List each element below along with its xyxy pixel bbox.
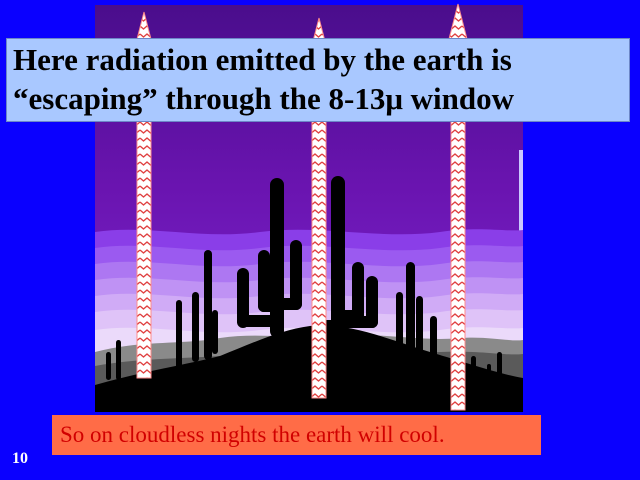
title-box: Here radiation emitted by the earth is “… <box>6 38 630 122</box>
slide-number: 10 <box>12 450 28 467</box>
caption-box: So on cloudless nights the earth will co… <box>52 415 541 455</box>
saguaro-cactus-silhouettes <box>95 176 523 412</box>
title-line-1: Here radiation emitted by the earth is <box>13 42 512 77</box>
title-line-2: “escaping” through the 8-13μ window <box>13 81 515 116</box>
